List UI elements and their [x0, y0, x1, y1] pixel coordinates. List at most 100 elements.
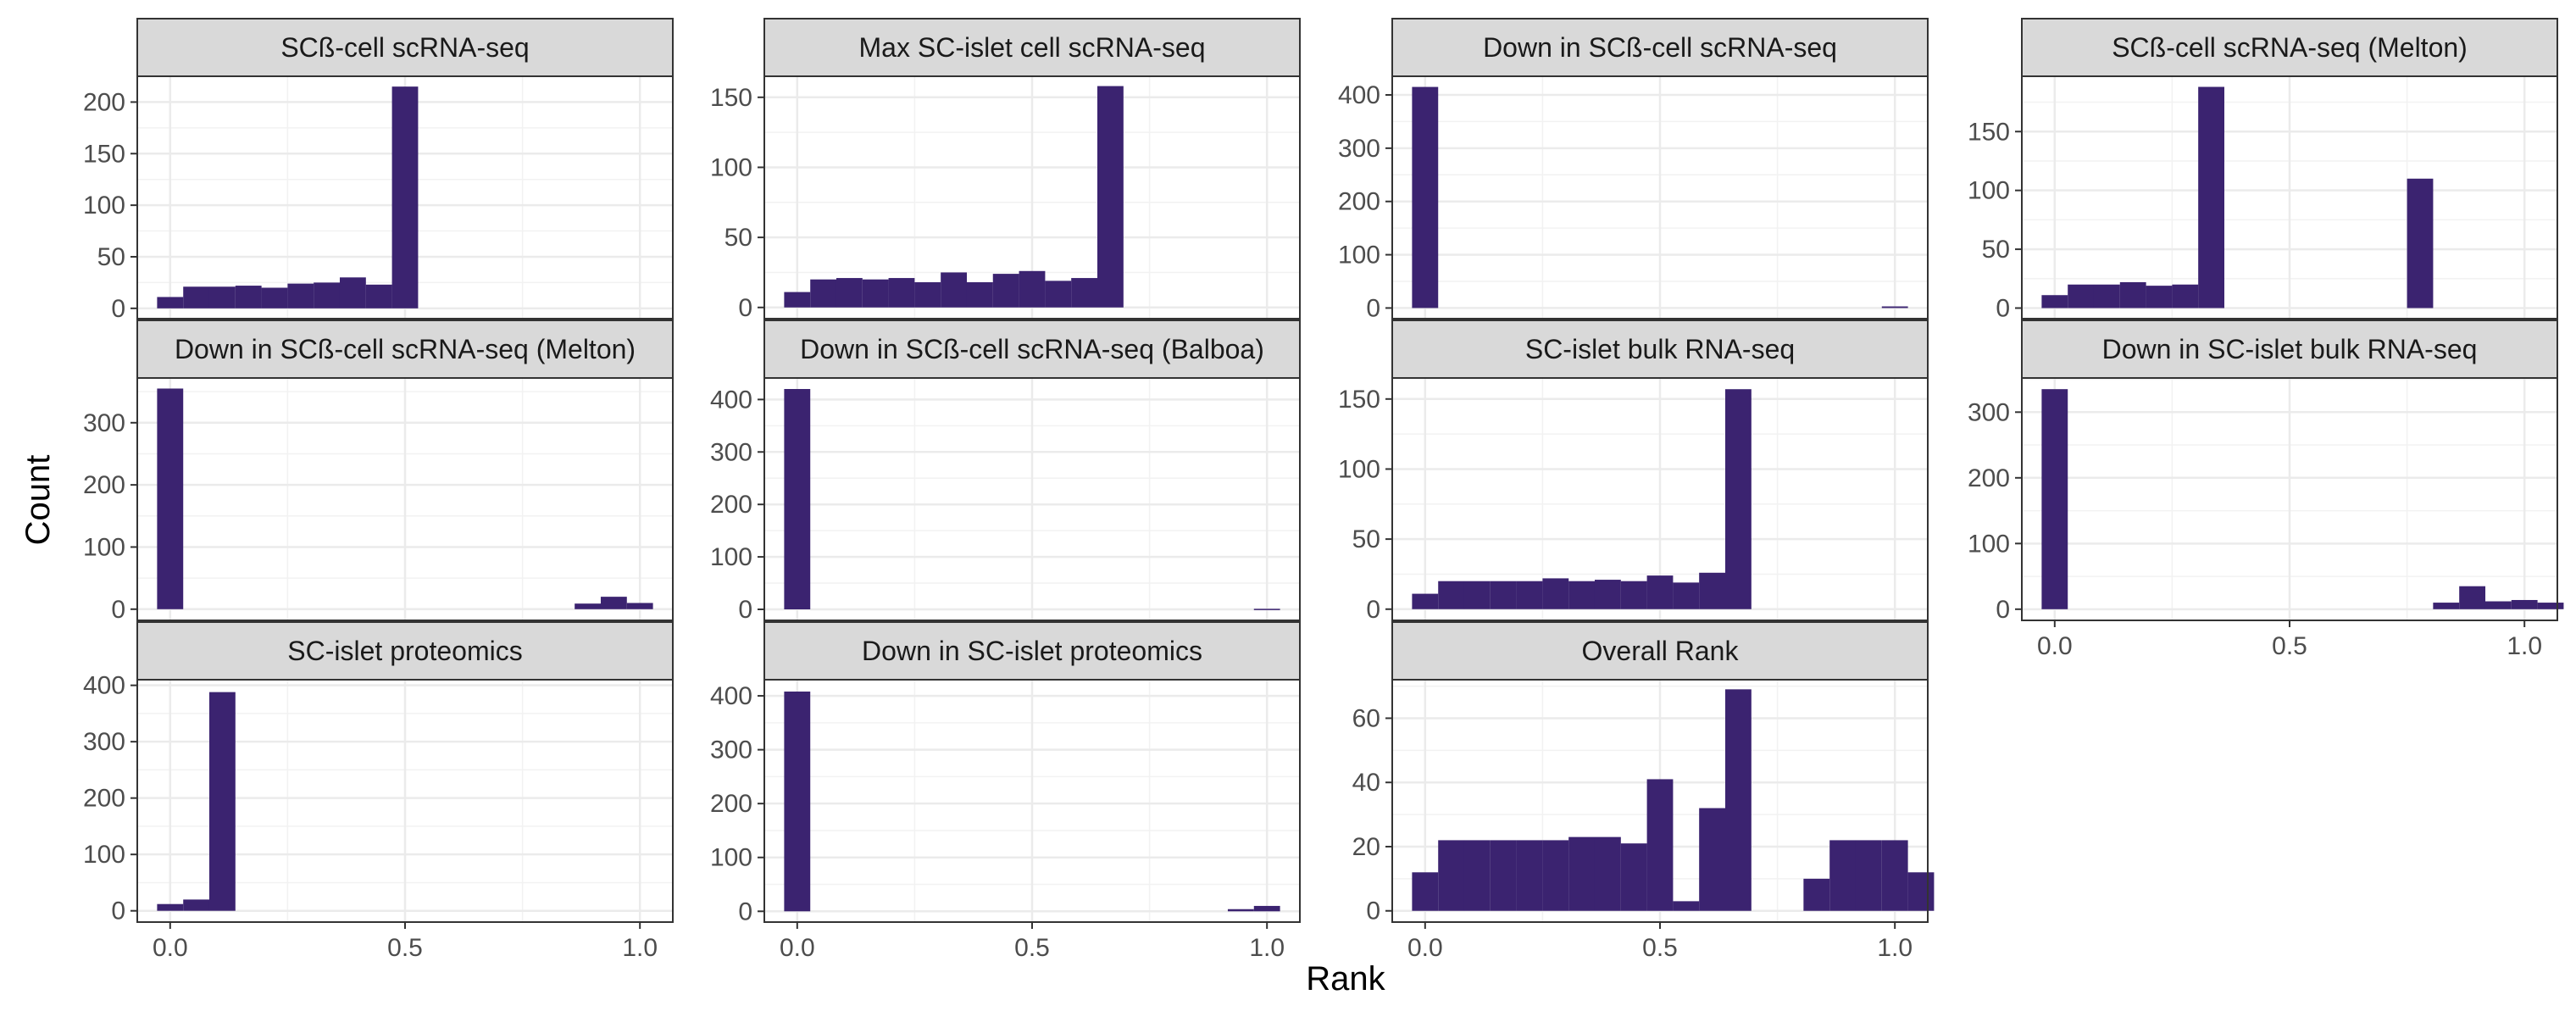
histogram-bar — [2119, 281, 2146, 308]
y-tick-label: 0 — [111, 596, 125, 624]
histogram-bar — [1045, 281, 1072, 308]
histogram-bar — [1253, 905, 1280, 912]
histogram-bar — [261, 287, 288, 308]
y-tick-label: 200 — [83, 471, 125, 499]
histogram-bar — [575, 603, 602, 609]
x-tick-label: 1.0 — [622, 934, 658, 962]
y-tick-label: 150 — [710, 84, 752, 112]
histogram-bar — [966, 282, 993, 308]
histogram-bar — [1071, 278, 1098, 308]
histogram-bar — [157, 388, 184, 609]
y-tick-label: 300 — [710, 736, 752, 764]
y-tick-label: 0 — [1996, 295, 2010, 323]
facet-panel: Max SC-islet cell scRNA-seq 0 50 100 150 — [710, 18, 1301, 322]
facet-strip — [763, 18, 1301, 77]
histogram-bar — [1699, 572, 1726, 609]
y-tick-label: 0 — [111, 295, 125, 323]
histogram-bar — [1855, 840, 1882, 911]
histogram-bar — [1620, 581, 1647, 609]
histogram-bar — [1881, 306, 1908, 308]
histogram-bar — [1620, 843, 1647, 911]
histogram-bar — [914, 282, 941, 308]
histogram-bar — [339, 277, 366, 308]
x-tick-label: 0.0 — [2037, 632, 2073, 660]
facet-strip — [1391, 18, 1929, 77]
facet-title: SC-islet bulk RNA-seq — [1525, 334, 1795, 364]
panel-border — [1391, 377, 1929, 621]
histogram-bar — [1568, 581, 1595, 609]
facet-title: Down in SCß-cell scRNA-seq — [1483, 32, 1837, 63]
histogram-bar — [1725, 689, 1752, 911]
facet-title: SC-islet proteomics — [287, 636, 522, 666]
histogram-bar — [314, 282, 340, 308]
histogram-bar — [1803, 878, 1830, 911]
histogram-bar — [2172, 284, 2199, 308]
histogram-bar — [992, 274, 1019, 308]
histogram-bar — [862, 279, 889, 308]
histogram-bar — [941, 272, 967, 308]
histogram-bar — [888, 278, 915, 308]
y-tick-label: 200 — [83, 785, 125, 813]
panel-border — [763, 377, 1301, 621]
y-tick-label: 50 — [97, 243, 125, 271]
histogram-bar — [2407, 178, 2434, 308]
facet-panel: Overall Rank 0 20 40 60 0.0 0.5 1.0 — [1352, 621, 1935, 962]
facet-strip — [136, 320, 674, 379]
y-tick-label: 0 — [1366, 596, 1380, 624]
y-tick-label: 20 — [1352, 833, 1380, 861]
y-tick-label: 100 — [83, 192, 125, 220]
histogram-bar — [2146, 286, 2173, 308]
y-tick-label: 100 — [710, 844, 752, 872]
histogram-bar — [810, 279, 837, 308]
histogram-bar — [1829, 840, 1857, 911]
y-tick-label: 300 — [83, 409, 125, 437]
histogram-bar — [1594, 836, 1621, 911]
histogram-bar — [2459, 586, 2486, 609]
y-tick-label: 0 — [1366, 294, 1380, 322]
histogram-bar — [208, 286, 236, 308]
y-tick-label: 150 — [83, 140, 125, 168]
histogram-bar — [784, 389, 811, 609]
y-tick-label: 400 — [1338, 81, 1380, 109]
facet-title: Max SC-islet cell scRNA-seq — [859, 32, 1206, 63]
histogram-bar — [1463, 581, 1491, 609]
histogram-bar — [1646, 575, 1674, 609]
facet-strip — [763, 320, 1301, 379]
histogram-bar — [1097, 86, 1124, 308]
histogram-bar — [1542, 578, 1569, 609]
histogram-bar — [1568, 836, 1595, 911]
histogram-bar — [1516, 581, 1543, 609]
y-axis-title: Count — [19, 455, 57, 546]
histogram-bar — [1490, 581, 1517, 609]
y-tick-label: 100 — [1968, 530, 2010, 558]
y-tick-label: 100 — [1338, 455, 1380, 483]
facet-title: Down in SCß-cell scRNA-seq (Melton) — [175, 334, 636, 364]
histogram-bar — [1253, 609, 1280, 610]
y-tick-label: 300 — [710, 438, 752, 466]
histogram-bar — [1594, 580, 1621, 609]
y-tick-label: 60 — [1352, 704, 1380, 732]
y-tick-label: 0 — [738, 596, 752, 624]
y-tick-label: 400 — [83, 672, 125, 700]
y-tick-label: 50 — [1352, 525, 1380, 553]
y-tick-label: 0 — [1366, 898, 1380, 925]
histogram-bar — [2041, 389, 2068, 609]
histogram-bar — [626, 603, 653, 609]
panel-border — [763, 75, 1301, 320]
y-tick-label: 200 — [83, 88, 125, 116]
histogram-bar — [235, 286, 262, 308]
facet-panel: Down in SC-islet proteomics 0 100 200 300 400… — [710, 621, 1301, 962]
facet-strip — [136, 621, 674, 681]
histogram-bar — [1463, 840, 1491, 911]
y-tick-label: 100 — [83, 533, 125, 561]
y-tick-label: 100 — [83, 841, 125, 869]
y-tick-label: 300 — [1968, 398, 2010, 426]
y-tick-label: 100 — [1968, 177, 2010, 205]
y-tick-label: 0 — [738, 294, 752, 322]
y-tick-label: 200 — [1338, 188, 1380, 216]
facet-panel: SCß-cell scRNA-seq 0 50 100 150 200 — [83, 18, 674, 323]
panel-border — [136, 377, 674, 621]
histogram-bar — [1907, 872, 1935, 911]
histogram-bar — [391, 86, 419, 308]
y-tick-label: 200 — [710, 491, 752, 519]
